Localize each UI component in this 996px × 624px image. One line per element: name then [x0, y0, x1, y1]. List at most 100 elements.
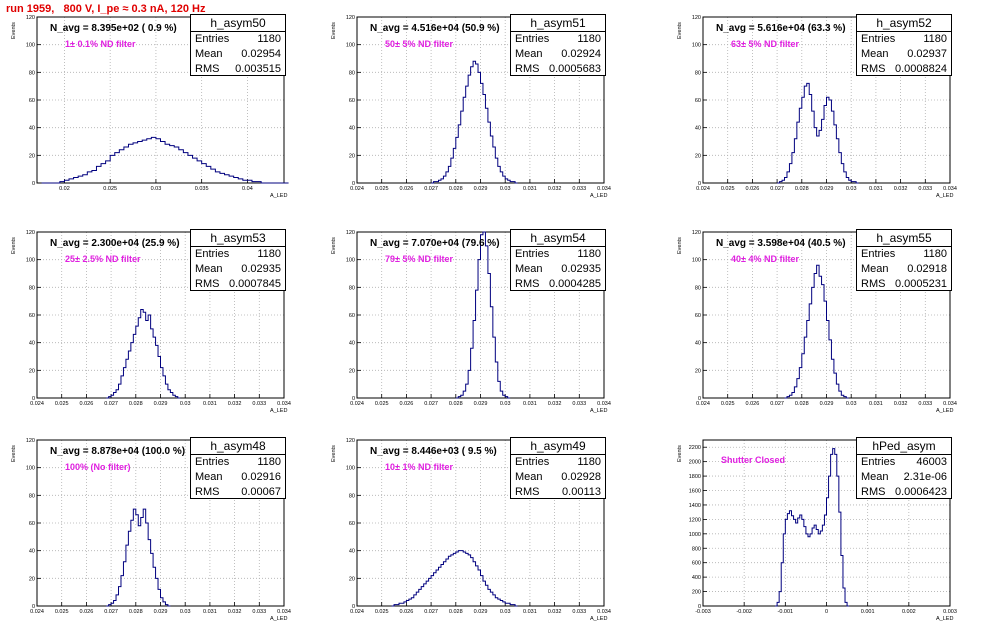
x-tick-label: -0.002 — [736, 609, 752, 615]
stats-box: h_asym50 Entries 1180 Mean 0.02954 RMS 0.00351… — [190, 14, 286, 76]
x-tick-label: 0.003 — [943, 609, 957, 615]
mean-label: Mean — [861, 48, 889, 60]
x-tick-label: 0.032 — [548, 401, 562, 407]
entries-label: Entries — [515, 248, 550, 260]
x-tick-label: 0.001 — [861, 609, 875, 615]
stats-row-rms: RMS 0.003515 — [191, 62, 285, 77]
y-tick-label: 800 — [692, 546, 701, 552]
mean-label: Mean — [861, 471, 889, 483]
x-tick-label: 0.03 — [151, 186, 162, 192]
y-tick-label: 0 — [698, 396, 701, 402]
x-tick-label: 0.024 — [30, 401, 44, 407]
n-avg-label: N_avg = 7.070e+04 (79.6 %) — [370, 238, 500, 249]
x-tick-label: 0.024 — [30, 609, 44, 615]
x-tick-label: 0.002 — [902, 609, 916, 615]
y-tick-label: 60 — [349, 98, 355, 104]
stats-row-mean: Mean 0.02928 — [511, 470, 605, 485]
stats-box: hPed_asym Entries 46003 Mean 2.31e-06 RMS 0.00… — [856, 437, 952, 499]
entries-value: 1180 — [257, 33, 281, 45]
x-tick-label: -0.001 — [778, 609, 794, 615]
y-tick-label: 80 — [695, 285, 701, 291]
x-tick-label: 0.03 — [846, 186, 857, 192]
y-tick-label: 100 — [692, 258, 701, 264]
x-tick-label: 0.029 — [474, 401, 488, 407]
filter-label: 50± 5% ND filter — [385, 39, 453, 49]
y-tick-label: 0 — [352, 396, 355, 402]
histogram-panel-h_asym49: 0.024 0.025 0.026 0.027 0.028 0.029 0.03 0.031 0… — [327, 437, 614, 624]
x-tick-label: 0.032 — [548, 186, 562, 192]
mean-value: 0.02935 — [241, 263, 281, 275]
x-tick-label: 0.034 — [277, 401, 291, 407]
x-tick-label: 0.034 — [277, 609, 291, 615]
x-tick-label: 0.028 — [449, 609, 463, 615]
stats-row-mean: Mean 0.02918 — [857, 262, 951, 277]
y-tick-label: 1600 — [689, 489, 701, 495]
y-tick-label: 60 — [29, 521, 35, 527]
histogram-name: hPed_asym — [857, 438, 951, 455]
stats-box: h_asym51 Entries 1180 Mean 0.02924 RMS 0.00056… — [510, 14, 606, 76]
x-tick-label: 0.031 — [523, 186, 537, 192]
entries-label: Entries — [515, 33, 550, 45]
y-tick-label: 80 — [349, 70, 355, 76]
x-tick-label: 0.033 — [918, 186, 932, 192]
histogram-panel-hPed_asym: -0.003 -0.002 -0.001 0 0.001 0.002 0.003 0 200 40… — [673, 437, 960, 624]
filter-label: 40± 4% ND filter — [731, 254, 799, 264]
y-tick-label: 2200 — [689, 445, 701, 451]
rms-label: RMS — [195, 63, 220, 75]
rms-value: 0.0005683 — [549, 63, 601, 75]
stats-box: h_asym53 Entries 1180 Mean 0.02935 RMS 0.00078… — [190, 229, 286, 291]
y-axis-label: Events — [331, 22, 337, 39]
filter-label: Shutter Closed — [721, 455, 786, 465]
stats-row-rms: RMS 0.00113 — [511, 485, 605, 500]
x-tick-label: 0.033 — [252, 401, 266, 407]
x-tick-label: 0.04 — [242, 186, 253, 192]
histogram-series-line — [106, 508, 171, 607]
mean-label: Mean — [861, 263, 889, 275]
histogram-name: h_asym54 — [511, 230, 605, 247]
y-tick-label: 60 — [29, 98, 35, 104]
x-tick-label: 0.033 — [572, 186, 586, 192]
x-tick-label: 0.034 — [943, 186, 957, 192]
rms-label: RMS — [861, 486, 886, 498]
histogram-series-line — [391, 550, 518, 607]
x-tick-label: 0.02 — [59, 186, 70, 192]
y-axis-label: Events — [331, 445, 337, 462]
entries-value: 46003 — [916, 456, 947, 468]
x-axis-label: A_LED — [936, 408, 953, 414]
y-tick-label: 40 — [29, 549, 35, 555]
mean-value: 2.31e-06 — [903, 471, 947, 483]
stats-row-mean: Mean 0.02954 — [191, 47, 285, 62]
histogram-series-line — [784, 264, 849, 399]
x-tick-label: 0.025 — [55, 609, 69, 615]
x-tick-label: 0.027 — [424, 186, 438, 192]
mean-value: 0.02928 — [561, 471, 601, 483]
y-tick-label: 80 — [29, 493, 35, 499]
y-tick-label: 400 — [692, 575, 701, 581]
histogram-name: h_asym53 — [191, 230, 285, 247]
y-tick-label: 40 — [349, 341, 355, 347]
y-axis-label: Events — [677, 445, 683, 462]
rms-label: RMS — [515, 486, 540, 498]
histogram-series-line — [777, 82, 859, 184]
y-tick-label: 20 — [349, 576, 355, 582]
filter-label: 63± 5% ND filter — [731, 39, 799, 49]
x-tick-label: 0.032 — [228, 401, 242, 407]
n-avg-label: N_avg = 4.516e+04 (50.9 %) — [370, 23, 500, 34]
x-tick-label: 0.026 — [80, 609, 94, 615]
y-tick-label: 200 — [692, 590, 701, 596]
x-tick-label: 0.034 — [943, 401, 957, 407]
y-tick-label: 120 — [346, 438, 355, 444]
histogram-panel-h_asym55: 0.024 0.025 0.026 0.027 0.028 0.029 0.03 0.031 0… — [673, 229, 960, 416]
y-tick-label: 1000 — [689, 532, 701, 538]
x-tick-label: 0.03 — [180, 401, 191, 407]
x-tick-label: 0.033 — [918, 401, 932, 407]
x-tick-label: 0.028 — [449, 186, 463, 192]
mean-value: 0.02935 — [561, 263, 601, 275]
stats-row-mean: Mean 2.31e-06 — [857, 470, 951, 485]
stats-box: h_asym55 Entries 1180 Mean 0.02918 RMS 0.00052… — [856, 229, 952, 291]
rms-value: 0.0007845 — [229, 278, 281, 290]
y-tick-label: 0 — [32, 396, 35, 402]
stats-row-entries: Entries 46003 — [857, 455, 951, 470]
y-tick-label: 20 — [695, 153, 701, 159]
entries-value: 1180 — [257, 456, 281, 468]
